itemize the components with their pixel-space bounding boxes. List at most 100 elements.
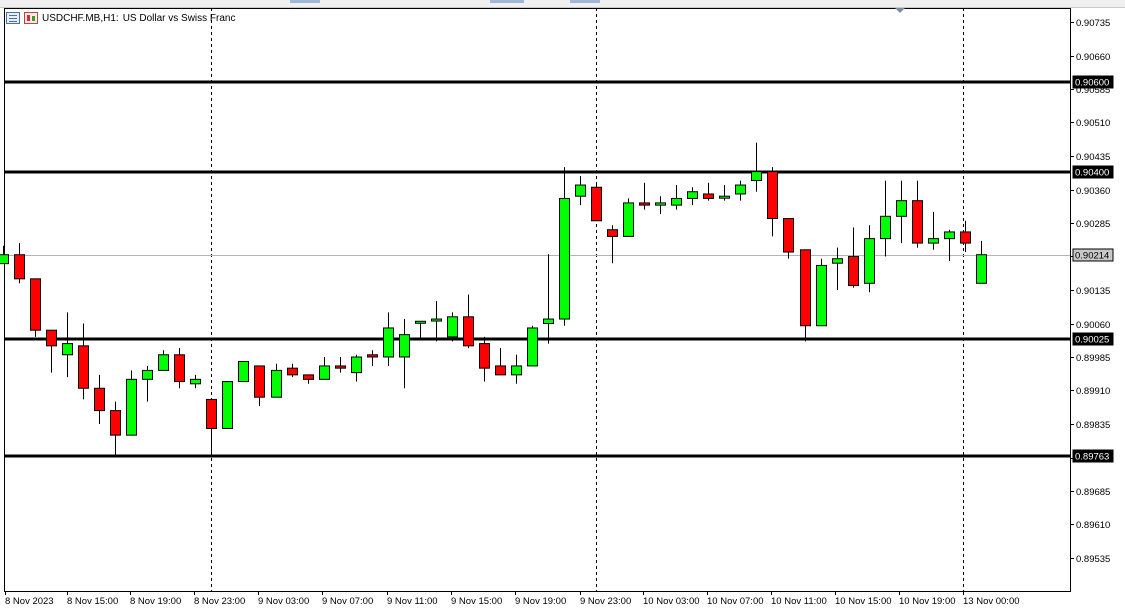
candle[interactable] [767, 167, 778, 237]
candle[interactable] [319, 357, 330, 380]
bid-price-label: 0.90214 [1075, 251, 1109, 262]
candle[interactable] [190, 374, 201, 389]
candle[interactable] [591, 182, 602, 222]
candle[interactable] [254, 365, 265, 407]
candle[interactable] [367, 350, 378, 366]
candle-body [415, 320, 426, 324]
candle-body [511, 365, 522, 376]
candle-body [254, 365, 265, 398]
candle[interactable] [399, 319, 410, 389]
candle[interactable] [960, 220, 971, 253]
candle-body [383, 327, 394, 358]
candle[interactable] [126, 370, 137, 436]
candle[interactable] [495, 348, 506, 376]
candle-body [126, 378, 137, 436]
candle[interactable] [800, 249, 811, 342]
candle[interactable] [415, 320, 426, 340]
candle[interactable] [222, 381, 233, 429]
horizontal-lines [4, 80, 1070, 458]
candle[interactable] [559, 167, 570, 326]
list-icon[interactable] [6, 12, 20, 24]
price-tick-label: 0.89985 [1076, 353, 1110, 364]
candle[interactable] [351, 354, 362, 382]
candle[interactable] [607, 225, 618, 264]
candlestick-icon[interactable] [24, 12, 38, 24]
candle[interactable] [0, 245, 9, 265]
candle-body [190, 378, 201, 385]
candle[interactable] [687, 187, 698, 206]
candle[interactable] [238, 360, 249, 383]
candle[interactable] [527, 325, 538, 367]
candle[interactable] [543, 254, 554, 344]
candle-body [687, 191, 698, 199]
time-tick-label: 9 Nov 23:00 [580, 596, 631, 607]
candle[interactable] [639, 182, 650, 210]
price-tick-label: 0.90360 [1076, 186, 1110, 197]
candle[interactable] [110, 401, 121, 456]
candle[interactable] [447, 312, 458, 342]
candle-body [655, 202, 666, 206]
candle[interactable] [287, 363, 298, 378]
candle[interactable] [703, 182, 714, 201]
candle[interactable] [719, 185, 730, 201]
candle[interactable] [30, 278, 41, 337]
candle[interactable] [928, 211, 939, 250]
candle-body [238, 360, 249, 383]
toolbar-strip [0, 0, 1125, 8]
toolbar-tab-2[interactable] [490, 0, 524, 3]
candle-body [527, 327, 538, 367]
candle[interactable] [206, 398, 217, 458]
candle-body [912, 200, 923, 244]
candle[interactable] [463, 294, 474, 349]
candle-body [880, 215, 891, 240]
candle[interactable] [94, 374, 105, 424]
candle[interactable] [944, 229, 955, 261]
candle[interactable] [848, 227, 859, 288]
candle[interactable] [783, 218, 794, 259]
candle-body [928, 238, 939, 244]
time-tick-label: 9 Nov 15:00 [451, 596, 502, 607]
candle[interactable] [431, 301, 442, 342]
candle-body [335, 365, 346, 369]
candle[interactable] [896, 180, 907, 244]
candle[interactable] [832, 247, 843, 290]
toolbar-tab-1[interactable] [290, 0, 320, 3]
toolbar-tab-3[interactable] [570, 0, 600, 3]
candle-body [735, 184, 746, 195]
candle[interactable] [62, 312, 73, 378]
candle[interactable] [751, 142, 762, 192]
candle[interactable] [575, 176, 586, 206]
candle[interactable] [142, 365, 153, 402]
candle[interactable] [671, 185, 682, 210]
candle[interactable] [335, 357, 346, 373]
candle[interactable] [271, 363, 282, 398]
candle[interactable] [976, 240, 987, 284]
candle[interactable] [511, 354, 522, 384]
candle-body [944, 231, 955, 240]
candle[interactable] [303, 374, 314, 384]
candle[interactable] [880, 180, 891, 257]
scroll-marker-icon[interactable] [895, 8, 905, 13]
candle-body [639, 202, 650, 206]
candle[interactable] [735, 180, 746, 201]
candle-body [783, 218, 794, 253]
candle[interactable] [479, 336, 490, 382]
candle-body [976, 254, 987, 284]
candle[interactable] [158, 350, 169, 371]
candle[interactable] [816, 258, 827, 327]
price-tick-label: 0.90285 [1076, 219, 1110, 230]
candle[interactable] [912, 180, 923, 248]
candle[interactable] [655, 196, 666, 215]
time-axis: 8 Nov 2023 8 Nov 15:00 8 Nov 19:00 8 Nov 23… [5, 8, 1020, 607]
candle[interactable] [46, 329, 57, 373]
candle[interactable] [623, 198, 634, 237]
candle[interactable] [78, 323, 89, 400]
candle[interactable] [864, 225, 875, 293]
candle[interactable] [14, 243, 25, 284]
candle[interactable] [383, 312, 394, 366]
candle[interactable] [174, 348, 185, 389]
candle-body [287, 367, 298, 376]
candle-body [591, 186, 602, 222]
